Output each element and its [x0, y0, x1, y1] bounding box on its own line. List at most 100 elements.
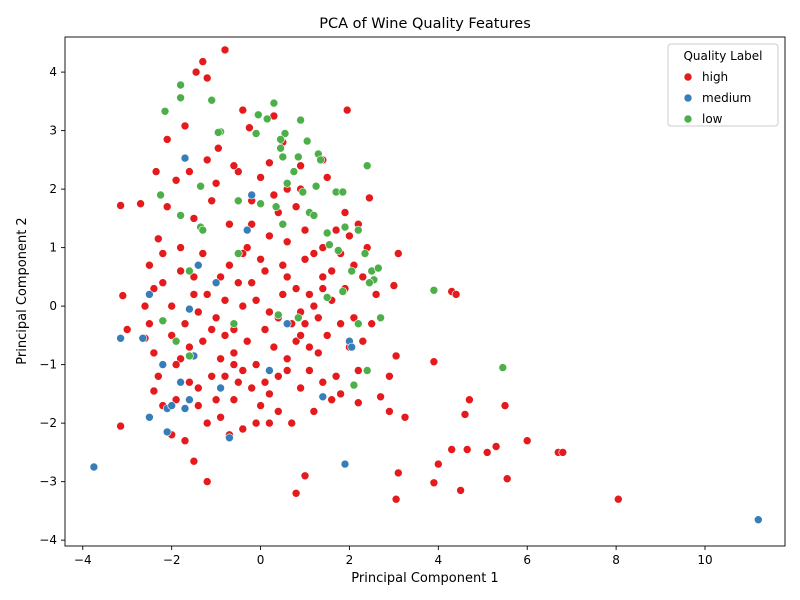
point-high	[291, 336, 301, 346]
y-tick-label: −1	[39, 358, 57, 372]
point-high	[202, 477, 212, 486]
point-high	[342, 105, 352, 115]
point-high	[371, 290, 381, 299]
point-low	[251, 129, 261, 138]
point-low	[293, 152, 303, 162]
x-tick-label: 0	[257, 553, 265, 567]
point-high	[287, 418, 297, 428]
legend-box	[667, 43, 779, 127]
point-high	[162, 135, 172, 144]
point-medium	[340, 459, 350, 469]
point-high	[176, 243, 185, 252]
point-high	[229, 161, 239, 170]
point-high	[273, 407, 283, 416]
point-medium	[145, 290, 154, 299]
point-high	[225, 260, 234, 270]
x-tick-label: −2	[163, 553, 181, 567]
point-high	[180, 436, 190, 446]
point-low	[234, 249, 243, 258]
point-medium	[211, 278, 221, 288]
point-low	[298, 187, 308, 197]
point-high	[189, 290, 199, 299]
point-high	[202, 155, 212, 165]
point-high	[291, 202, 301, 211]
point-low	[185, 351, 194, 361]
point-low	[256, 199, 265, 208]
point-high	[305, 366, 314, 375]
point-medium	[318, 392, 328, 402]
point-high	[358, 272, 368, 282]
point-low	[198, 225, 208, 235]
point-high	[296, 161, 305, 170]
point-high	[216, 272, 225, 282]
point-low	[271, 202, 281, 211]
x-axis-label: Principal Component 1	[351, 571, 498, 586]
point-low	[347, 266, 357, 276]
point-low	[253, 110, 263, 120]
point-low	[338, 187, 348, 197]
point-high	[220, 45, 230, 55]
point-low	[322, 228, 332, 238]
point-high	[149, 348, 159, 358]
point-high	[300, 225, 310, 235]
point-high	[265, 158, 274, 168]
point-medium	[216, 383, 225, 393]
point-high	[447, 445, 457, 454]
point-high	[260, 266, 270, 276]
point-medium	[167, 401, 176, 410]
point-low	[214, 128, 223, 137]
point-high	[391, 351, 401, 361]
point-high	[291, 488, 301, 498]
point-medium	[158, 360, 168, 369]
point-high	[116, 201, 125, 210]
point-high	[202, 290, 212, 299]
point-low	[276, 135, 285, 144]
point-low	[353, 225, 363, 235]
point-medium	[194, 260, 203, 270]
point-medium	[89, 462, 99, 472]
point-high	[265, 418, 274, 428]
point-high	[256, 401, 265, 410]
point-medium	[753, 515, 763, 525]
y-tick-label: −2	[39, 416, 57, 430]
point-high	[189, 214, 199, 223]
point-high	[482, 448, 492, 457]
point-high	[180, 319, 190, 329]
point-low	[349, 380, 359, 390]
point-high	[194, 383, 203, 393]
point-high	[191, 67, 201, 77]
point-low	[429, 285, 439, 295]
point-high	[400, 412, 410, 422]
point-medium	[162, 427, 172, 437]
point-high	[251, 418, 261, 428]
point-low	[296, 115, 305, 125]
legend-marker-medium	[683, 93, 693, 103]
point-high	[238, 301, 248, 311]
point-high	[385, 407, 394, 416]
point-low	[322, 293, 332, 302]
point-high	[393, 249, 403, 258]
point-high	[522, 436, 532, 446]
point-low	[156, 190, 165, 200]
legend-label-low: low	[702, 112, 723, 126]
point-high	[460, 410, 470, 419]
x-tick-label: −4	[74, 553, 92, 567]
point-high	[149, 284, 159, 293]
point-high	[353, 398, 363, 408]
point-high	[229, 360, 239, 369]
point-high	[331, 225, 341, 235]
point-high	[309, 407, 319, 416]
point-high	[198, 57, 208, 66]
point-high	[465, 395, 474, 405]
point-high	[345, 231, 354, 241]
point-high	[322, 331, 332, 340]
point-high	[176, 266, 185, 276]
point-high	[167, 331, 176, 340]
legend-marker-high	[683, 72, 693, 82]
y-tick-label: 2	[49, 182, 57, 196]
point-high	[278, 260, 288, 270]
point-low	[376, 313, 385, 323]
point-high	[251, 360, 261, 369]
point-high	[211, 179, 221, 188]
point-low	[158, 316, 168, 326]
